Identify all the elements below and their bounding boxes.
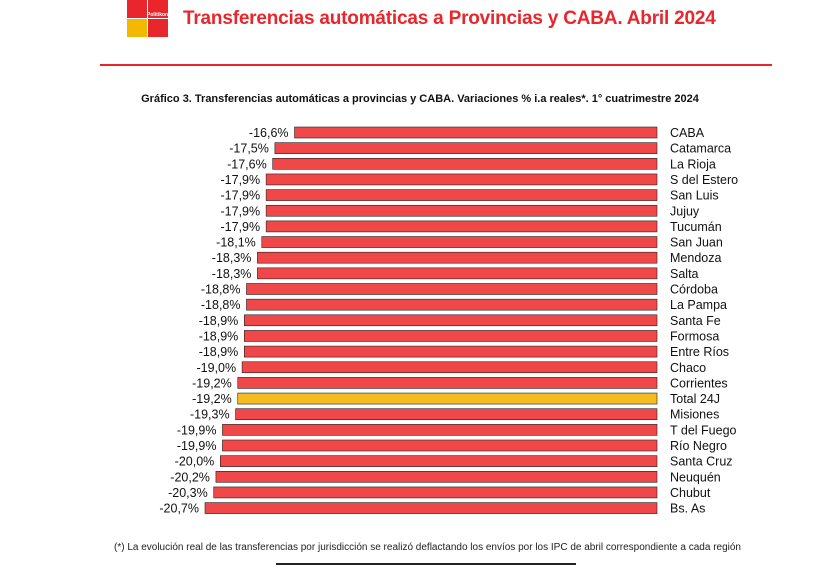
value-label: -19,3% <box>190 408 230 422</box>
category-label: Total 24J <box>670 392 720 406</box>
bar-bs-as <box>204 502 658 514</box>
bar-la-pampa <box>246 298 658 311</box>
value-label: -17,5% <box>229 142 269 156</box>
bar-santa-fe <box>244 314 658 327</box>
category-label: Formosa <box>670 329 719 343</box>
category-label: Salta <box>670 267 699 281</box>
bar-chubut <box>213 486 658 499</box>
value-label: -17,9% <box>221 173 261 187</box>
category-label: S del Estero <box>670 173 738 187</box>
bar-chaco <box>241 361 658 374</box>
category-label: Misiones <box>670 408 719 422</box>
category-label: San Luis <box>670 189 719 203</box>
politikon-logo: Politikon <box>127 0 171 38</box>
value-label: -18,9% <box>199 345 239 359</box>
value-label: -18,9% <box>199 314 239 328</box>
bar-tucum-n <box>265 220 658 233</box>
category-label: Río Negro <box>670 439 727 453</box>
category-label: Corrientes <box>670 376 728 390</box>
value-label: -17,6% <box>227 157 267 171</box>
bar-r-o-negro <box>222 439 658 452</box>
category-label: Entre Ríos <box>670 345 729 359</box>
bar-jujuy <box>265 204 658 217</box>
value-label: -19,9% <box>177 423 217 437</box>
bar-san-luis <box>265 189 658 201</box>
bar-s-del-estero <box>265 173 658 186</box>
bar-la-rioja <box>272 158 658 170</box>
value-label: -19,9% <box>177 439 217 453</box>
page-title: Transferencias automáticas a Provincias … <box>183 8 716 29</box>
value-label: -18,1% <box>216 236 256 250</box>
bottom-divider <box>276 563 576 565</box>
footnote: (*) La evolución real de las transferenc… <box>113 542 741 553</box>
value-label: -18,3% <box>212 251 252 265</box>
category-label: Chubut <box>670 486 711 500</box>
value-label: -20,0% <box>175 455 215 469</box>
bar-neuqu-n <box>215 470 658 483</box>
category-label: Jujuy <box>670 204 700 218</box>
category-label: Santa Cruz <box>670 455 733 469</box>
bar-santa-cruz <box>219 455 658 467</box>
category-label: Santa Fe <box>670 314 721 328</box>
category-label: Mendoza <box>670 251 721 265</box>
value-label: -19,2% <box>192 392 232 406</box>
value-label: -17,9% <box>221 204 261 218</box>
category-label: Neuquén <box>670 470 721 484</box>
logo-brand-text: Politikon <box>147 12 169 18</box>
value-label: -18,8% <box>201 283 241 297</box>
value-label: -20,7% <box>159 502 199 516</box>
bar-formosa <box>244 330 658 342</box>
bar-t-del-fuego <box>222 424 658 436</box>
bar-catamarca <box>274 142 658 154</box>
bar-mendoza <box>257 251 658 264</box>
category-label: Bs. As <box>670 502 705 516</box>
category-label: Chaco <box>670 361 706 375</box>
category-label: Córdoba <box>670 283 718 297</box>
category-label: T del Fuego <box>670 423 737 437</box>
value-label: -17,9% <box>221 220 261 234</box>
category-label: Catamarca <box>670 142 731 156</box>
category-label: La Pampa <box>670 298 727 312</box>
category-label: San Juan <box>670 236 723 250</box>
bar-salta <box>257 267 658 280</box>
category-label: CABA <box>670 126 705 140</box>
value-label: -18,9% <box>199 329 239 343</box>
bar-misiones <box>235 408 658 421</box>
bar-total-24j <box>237 392 658 405</box>
value-label: -19,0% <box>197 361 237 375</box>
bar-corrientes <box>237 377 658 389</box>
bar-c-rdoba <box>246 283 658 295</box>
bar-caba <box>294 126 658 139</box>
header-divider <box>100 64 772 66</box>
bar-san-juan <box>261 236 658 248</box>
value-label: -16,6% <box>249 126 289 140</box>
value-label: -18,8% <box>201 298 241 312</box>
category-label: La Rioja <box>670 157 716 171</box>
value-label: -20,2% <box>170 470 210 484</box>
value-label: -20,3% <box>168 486 208 500</box>
value-label: -19,2% <box>192 376 232 390</box>
value-label: -17,9% <box>221 189 261 203</box>
value-label: -18,3% <box>212 267 252 281</box>
chart-title: Gráfico 3. Transferencias automáticas a … <box>141 93 699 105</box>
bar-entre-r-os <box>244 345 658 358</box>
category-label: Tucumán <box>670 220 722 234</box>
